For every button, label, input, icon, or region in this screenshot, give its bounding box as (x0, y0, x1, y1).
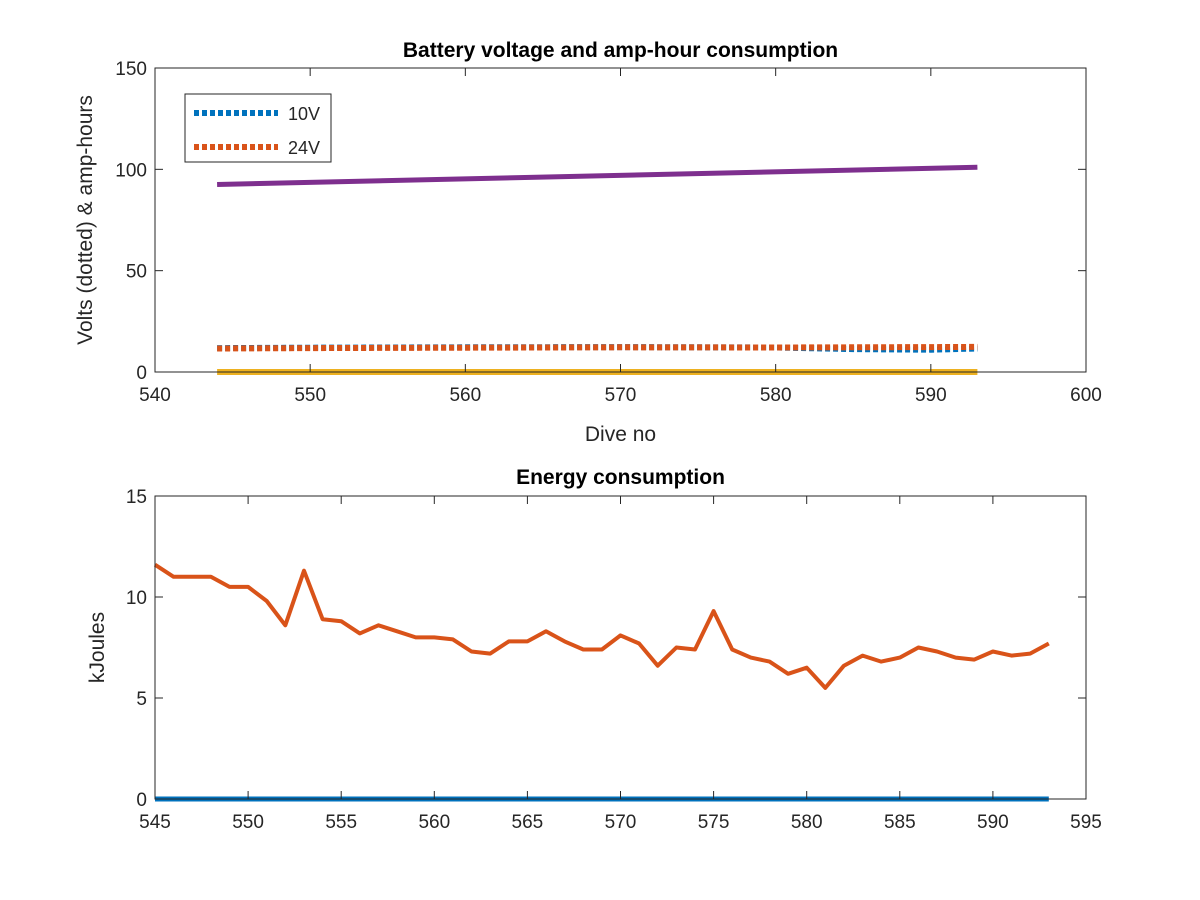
battery-x-tick-label: 600 (1070, 385, 1102, 406)
battery-y-tick-label: 150 (115, 59, 147, 80)
battery-series-line-2 (217, 164, 978, 187)
energy-series-line-0 (153, 563, 1050, 690)
battery-plot-area (217, 164, 978, 375)
energy-x-tick-label: 585 (884, 812, 916, 833)
energy-x-tick-label: 550 (232, 812, 264, 833)
energy-x-tick-label: 580 (791, 812, 823, 833)
battery-series-24v (217, 343, 978, 352)
battery-legend-box (184, 93, 332, 163)
energy-x-tick-label: 575 (698, 812, 730, 833)
battery-y-tick-label: 100 (115, 160, 147, 181)
energy-plot-area (153, 563, 1050, 802)
battery-x-tick-label: 540 (139, 385, 171, 406)
energy-ticks: 545 550 555 560 565 570 575 580 585 590 595 0 5 10 15 (126, 487, 1102, 833)
battery-ticks: 540 550 560 570 580 590 600 0 50 100 150 (115, 59, 1102, 406)
energy-x-tick-label: 560 (418, 812, 450, 833)
energy-x-tick-label: 570 (605, 812, 637, 833)
energy-consumption-chart: 545 550 555 560 565 570 575 580 585 590 595051015 … (86, 466, 1102, 833)
battery-x-tick-label: 580 (760, 385, 792, 406)
energy-y-axis-label: kJoules (86, 612, 109, 683)
energy-x-tick-label: 555 (325, 812, 357, 833)
legend-label-10v: 10V (288, 104, 320, 124)
battery-x-tick-label: 550 (294, 385, 326, 406)
energy-y-tick-label: 15 (126, 487, 147, 508)
battery-x-tick-label: 560 (449, 385, 481, 406)
energy-y-tick-label: 0 (136, 790, 147, 811)
energy-x-tick-label: 590 (977, 812, 1009, 833)
battery-x-tick-label: 570 (605, 385, 637, 406)
energy-chart-title: Energy consumption (516, 466, 725, 489)
battery-voltage-chart: 540 550 560 570 580 590 600 0 50 100 150 Battery v… (74, 39, 1102, 446)
energy-axes-box (154, 495, 1087, 800)
battery-legend: 10V 24V (184, 93, 332, 163)
battery-y-axis-label: Volts (dotted) & amp-hours (74, 95, 97, 345)
energy-y-tick-label: 5 (136, 689, 147, 710)
battery-y-tick-label: 0 (136, 363, 147, 384)
battery-x-tick-label: 590 (915, 385, 947, 406)
battery-chart-title: Battery voltage and amp-hour consumption (403, 39, 838, 62)
energy-y-tick-label: 10 (126, 588, 147, 609)
energy-x-tick-label: 545 (139, 812, 171, 833)
battery-x-axis-label: Dive no (585, 423, 656, 446)
legend-label-24v: 24V (288, 138, 320, 158)
energy-x-tick-label: 595 (1070, 812, 1102, 833)
energy-x-tick-label: 565 (512, 812, 544, 833)
battery-y-tick-label: 50 (126, 262, 147, 283)
